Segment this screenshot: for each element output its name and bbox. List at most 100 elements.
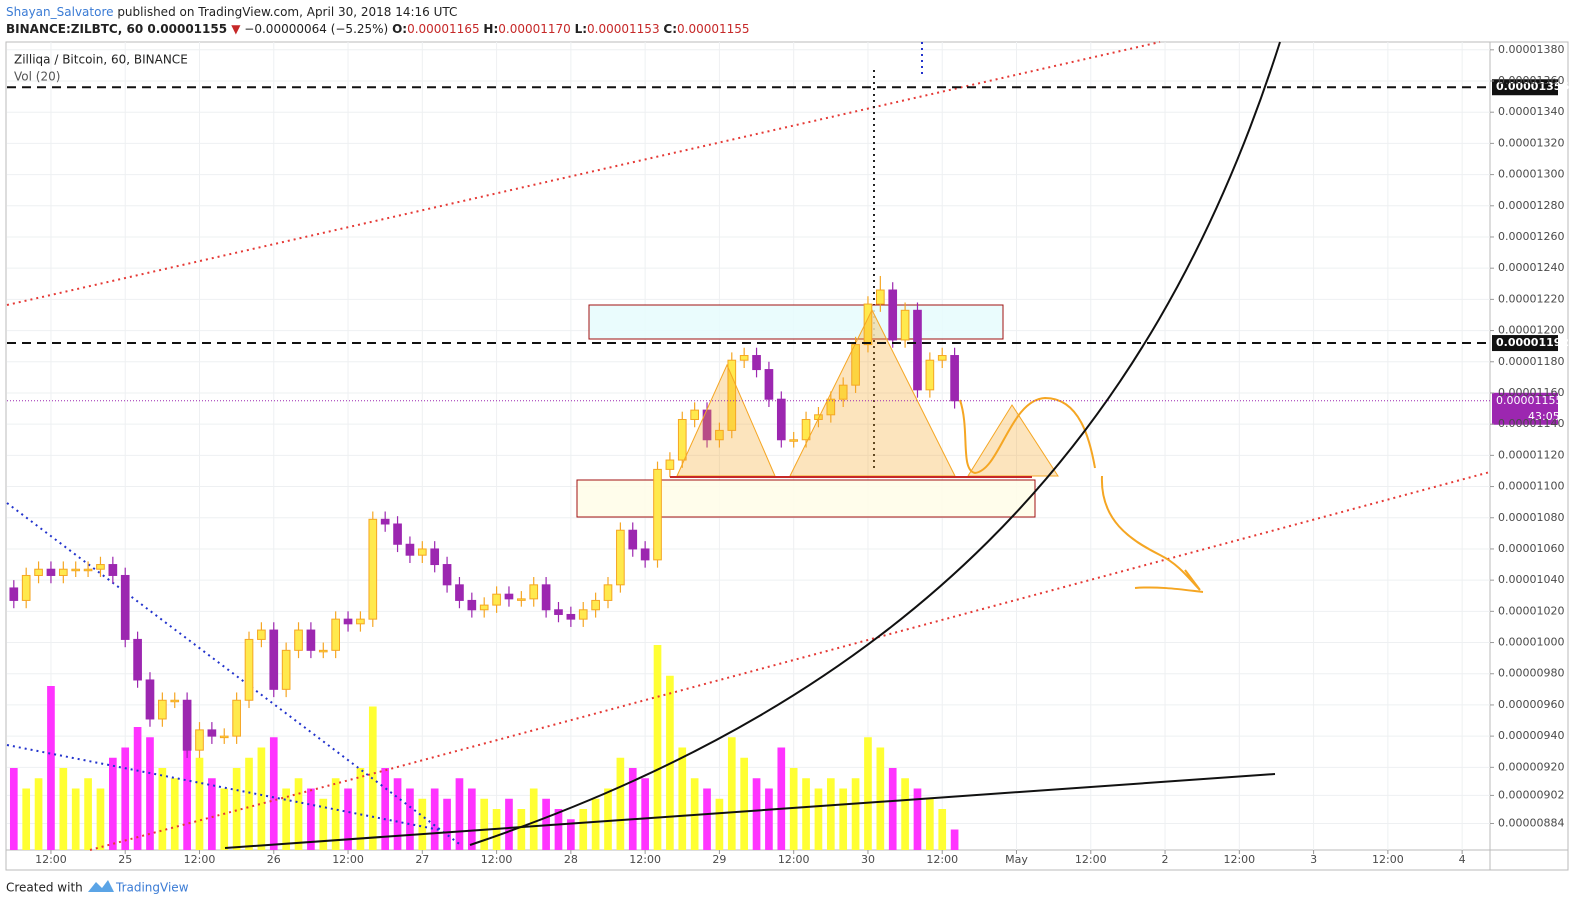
volume-bar [406,788,414,850]
volume-bar [938,809,947,850]
y-tick-label: 0.00001200 [1498,324,1564,337]
candle-body [294,629,303,651]
freehand-arrow [1100,475,1204,593]
x-tick-label: 12:00 [1075,853,1107,866]
grid [7,42,1490,850]
candle-body [554,609,563,615]
y-tick-label: 0.00001140 [1498,417,1564,430]
x-tick-label: 12:00 [332,853,364,866]
candle-body [455,584,464,601]
candle-body [9,587,19,601]
y-tick-label: 0.00001240 [1498,261,1564,274]
x-tick-label: 4 [1459,853,1466,866]
y-tick-label: 0.00000940 [1498,729,1564,742]
volume-bar [529,788,538,850]
y-tick-label: 0.00000884 [1498,816,1564,829]
volume-bar [331,778,340,850]
y-tick-label: 0.00001000 [1498,636,1564,649]
volume-bar [269,737,278,850]
volume-bar [467,788,476,850]
countdown-label: 43:05 [1528,410,1560,423]
candle-body [616,529,625,586]
volume-bar [183,727,191,850]
y-tick-label: 0.00001020 [1498,604,1564,617]
x-tick-label: May [1005,853,1028,866]
ohlc-key: O: [392,22,407,36]
candle-body [776,398,786,441]
zone-box [588,304,1004,340]
y-tick-label: 0.00000960 [1498,698,1564,711]
candle-body [900,309,910,341]
candle-body [529,584,539,600]
x-tick-label: 12:00 [926,853,958,866]
volume-bar [257,747,266,850]
candle-body [479,604,489,611]
arrow: ▼ [231,22,241,36]
volume-bar [802,778,810,850]
level-badge [1492,79,1558,96]
y-tick-label: 0.00001060 [1498,542,1564,555]
volume-bar [740,757,749,850]
candle-body [417,548,427,556]
volume-bar [505,798,513,850]
volume-bar [84,778,92,850]
candle-body [405,543,415,556]
candle-body [343,618,353,625]
y-tick-label: 0.00001120 [1498,448,1564,461]
candle-body [281,649,291,690]
y-tick-label: 0.00001300 [1498,168,1564,181]
candle-body [120,574,130,640]
candle-body [145,679,155,720]
zone-box [576,479,1036,518]
last-price-label: 0.00001155 [1496,394,1562,407]
volume-title: Vol (20) [14,70,60,84]
candle-body [331,618,340,651]
volume-bar [864,737,872,850]
volume-bar [344,788,352,850]
volume-bar [826,778,835,850]
levels: 0.00001356 0.00001192 0.00001155 43:05 [7,79,1569,425]
y-tick-label: 0.00000902 [1498,788,1564,801]
curve [469,41,1281,846]
x-tick-label: 28 [564,853,578,866]
level-badge [1492,335,1558,352]
x-tick-label: 26 [267,853,281,866]
volume-bar [703,788,711,850]
y-tick-label: 0.00001080 [1498,511,1564,524]
candle-body [430,548,440,566]
candle-body [566,613,576,620]
y-tick-label: 0.00001340 [1498,105,1564,118]
volume-bar [146,737,154,850]
volume-bar [208,778,216,850]
volume-bar [232,768,241,850]
candle-body [46,568,56,576]
candle-body [677,418,687,461]
volume-bar [109,757,117,850]
volume-bar [59,768,68,850]
y-tick-label: 0.00001260 [1498,230,1564,243]
x-tick-label: 3 [1310,853,1317,866]
candle-body [219,735,229,739]
x-tick-label: 30 [861,853,875,866]
candle-body [380,518,390,525]
candle-body [504,593,514,600]
volume-bar [307,788,315,850]
volume-bar [851,778,860,850]
candle-body [182,699,192,751]
volume-bar [245,757,253,850]
volume-bar [950,829,959,850]
volume-bar [71,788,80,850]
author-link[interactable]: Shayan_Salvatore [6,5,114,19]
trend-line [6,41,1161,306]
volume-bar [554,809,563,850]
candle-body [83,568,93,572]
volume-bar [294,778,303,850]
trend-line [6,744,441,831]
volume-bar [789,768,798,850]
footer-brand[interactable]: TradingView [115,881,189,895]
ohlc-value: 0.00001153 [587,22,663,36]
y-tick-label: 0.00001180 [1498,355,1564,368]
volume-bar [195,757,204,850]
candle-body [133,638,142,681]
